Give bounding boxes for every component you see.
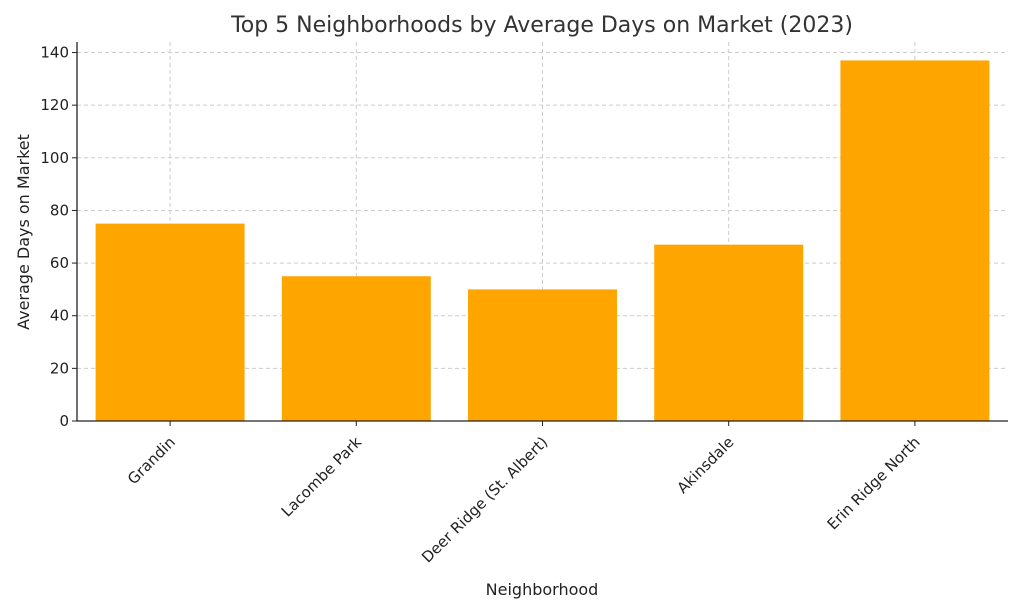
bar bbox=[281, 276, 431, 421]
x-axis-label: Neighborhood bbox=[486, 580, 599, 599]
y-tick-label: 100 bbox=[40, 149, 69, 167]
x-tick-label: Grandin bbox=[124, 433, 179, 488]
x-tick-label: Erin Ridge North bbox=[824, 433, 924, 533]
bar bbox=[654, 244, 804, 421]
x-tick-label: Deer Ridge (St. Albert) bbox=[418, 433, 551, 566]
y-tick-label: 20 bbox=[50, 359, 69, 377]
y-tick-label: 80 bbox=[50, 201, 69, 219]
chart-title: Top 5 Neighborhoods by Average Days on M… bbox=[230, 13, 853, 38]
bar bbox=[95, 223, 245, 421]
y-axis-label: Average Days on Market bbox=[14, 134, 33, 330]
y-tick-label: 60 bbox=[50, 254, 69, 272]
x-tick-label: Akinsdale bbox=[674, 433, 738, 497]
y-tick-label: 120 bbox=[40, 96, 69, 114]
y-tick-label: 140 bbox=[40, 44, 69, 62]
x-ticks: Grandin Lacombe Park Deer Ridge (St. Alber… bbox=[124, 421, 924, 566]
bar bbox=[468, 289, 617, 421]
bar bbox=[840, 60, 990, 421]
bars bbox=[95, 60, 990, 421]
y-ticks: 0 20 40 60 80 100 120 140 bbox=[40, 44, 77, 430]
x-tick-label: Lacombe Park bbox=[278, 433, 366, 521]
y-tick-label: 40 bbox=[50, 307, 69, 325]
y-tick-label: 0 bbox=[59, 412, 69, 430]
